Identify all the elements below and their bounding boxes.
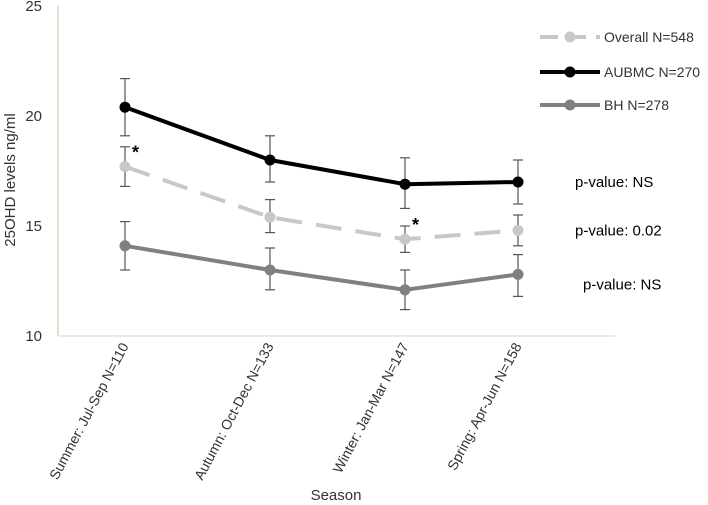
legend-item: Overall N=548 (540, 29, 694, 45)
p-value-label: p-value: 0.02 (575, 222, 662, 239)
legend-swatch-marker (564, 66, 576, 78)
data-point (264, 264, 276, 276)
y-tick-label: 20 (25, 108, 42, 125)
data-point (119, 161, 131, 173)
x-tick-label: Winter: Jan-Mar N=147 (329, 340, 411, 476)
data-point (264, 154, 276, 166)
legend-item: AUBMC N=270 (540, 64, 700, 80)
series-line (124, 105, 519, 187)
x-tick-label: Summer: Jul-Sep N=110 (46, 340, 132, 482)
series-overall (119, 146, 524, 253)
series-line (124, 243, 519, 292)
legend: Overall N=548 AUBMC N=270 BH N=278 (540, 29, 700, 113)
series-group (119, 77, 524, 311)
data-point (264, 211, 276, 223)
legend-label: Overall N=548 (604, 29, 694, 45)
data-point (512, 224, 524, 236)
data-point (119, 240, 131, 252)
legend-label: AUBMC N=270 (604, 64, 700, 80)
legend-label: BH N=278 (604, 97, 669, 113)
data-point (399, 233, 411, 245)
x-tick-label: Autumn: Oct-Dec N=133 (191, 340, 277, 483)
y-tick-label: 10 (25, 328, 42, 345)
y-tick-label: 25 (25, 0, 42, 15)
y-axis-title: 25OHD levels ng/ml (2, 113, 19, 246)
legend-item: BH N=278 (540, 97, 669, 113)
x-tick-label: Spring: Apr-Jun N=158 (444, 340, 525, 473)
axes (57, 6, 615, 337)
x-tick-labels: Summer: Jul-Sep N=110 Autumn: Oct-Dec N=1… (46, 340, 525, 483)
p-value-label: p-value: NS (575, 174, 653, 191)
series-bh (119, 221, 524, 311)
series-line (124, 164, 519, 242)
data-point (512, 176, 524, 188)
annotations: * * p-value: NS p-value: 0.02 p-value: NS (132, 143, 662, 294)
significance-asterisk: * (132, 143, 139, 163)
data-point (119, 101, 131, 113)
significance-asterisk: * (412, 215, 419, 235)
y-tick-labels: 10 15 20 25 (25, 0, 42, 345)
data-point (399, 284, 411, 296)
legend-swatch-marker (564, 99, 576, 111)
x-axis-title: Season (311, 487, 362, 504)
series-aubmc (119, 77, 524, 209)
data-point (512, 268, 524, 280)
p-value-label: p-value: NS (583, 276, 661, 293)
data-point (399, 178, 411, 190)
legend-swatch-marker (564, 31, 576, 43)
y-tick-label: 15 (25, 218, 42, 235)
